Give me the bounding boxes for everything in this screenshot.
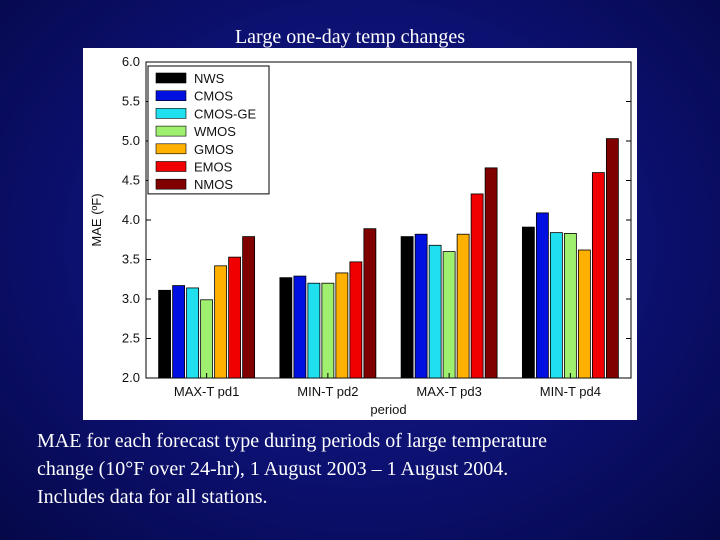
bar [363, 228, 377, 379]
bar [535, 212, 549, 379]
bar [242, 236, 256, 379]
legend-swatch [155, 161, 187, 172]
bar [400, 236, 414, 379]
y-tick-label: 4.5 [122, 173, 140, 188]
bar [563, 233, 577, 379]
bar [414, 233, 428, 379]
caption-line: change (10°F over 24-hr), 1 August 2003 … [37, 458, 509, 480]
bar [349, 261, 363, 379]
y-tick-label: 4.0 [122, 212, 140, 227]
y-tick-label: 6.0 [122, 54, 140, 69]
x-tick-label: MIN-T pd2 [297, 384, 358, 399]
y-tick-label: 5.5 [122, 94, 140, 109]
legend-swatch [155, 108, 187, 119]
legend-swatch [155, 178, 187, 190]
bar [591, 172, 605, 379]
bar-chart: 2.0 2.5 3.0 3.5 4.0 4.5 5.0 5.5 6.0 MAX-T pd1 MIN-… [89, 54, 632, 417]
x-axis-label: period [370, 402, 406, 417]
bar [335, 272, 349, 379]
bar [228, 256, 242, 379]
legend-swatch [155, 90, 187, 102]
bar [428, 244, 442, 379]
legend-swatch [155, 125, 187, 137]
y-axis-label: MAE (ºF) [89, 193, 104, 246]
y-tick-label: 2.5 [122, 331, 140, 346]
bar [172, 285, 186, 379]
y-tick-label: 3.0 [122, 291, 140, 306]
caption-line: Includes data for all stations. [37, 486, 268, 508]
legend-label: NMOS [194, 177, 233, 192]
bar [214, 265, 228, 379]
bar [321, 282, 335, 379]
bar [470, 193, 484, 379]
bar [521, 226, 535, 379]
legend-label: CMOS [194, 89, 233, 104]
bar [442, 251, 456, 379]
legend-swatch [155, 143, 187, 155]
bar [158, 289, 172, 379]
slide-title: Large one-day temp changes [234, 26, 466, 48]
bar [279, 277, 293, 379]
legend-label: EMOS [194, 160, 233, 175]
legend-label: CMOS-GE [194, 106, 256, 121]
legend-swatch [155, 72, 187, 84]
bar [605, 138, 619, 379]
x-tick-label: MAX-T pd1 [174, 384, 240, 399]
y-tick-label: 5.0 [122, 133, 140, 148]
chart-panel: 2.0 2.5 3.0 3.5 4.0 4.5 5.0 5.5 6.0 MAX-T pd1 MIN-… [83, 48, 637, 420]
x-tick-label: MIN-T pd4 [540, 384, 601, 399]
legend-label: NWS [194, 71, 225, 86]
bar [293, 275, 307, 379]
bar [577, 249, 591, 379]
legend-label: WMOS [194, 124, 236, 139]
y-tick-label: 2.0 [122, 370, 140, 385]
bar [549, 232, 563, 379]
y-tick-label: 3.5 [122, 252, 140, 267]
bar [307, 282, 321, 379]
caption-line: MAE for each forecast type during period… [37, 430, 547, 452]
legend-label: GMOS [194, 142, 234, 157]
bar [200, 299, 214, 379]
bar [456, 233, 470, 379]
caption: MAE for each forecast type during period… [37, 427, 697, 511]
bar [484, 167, 498, 379]
x-tick-label: MAX-T pd3 [416, 384, 482, 399]
bar [186, 287, 200, 379]
